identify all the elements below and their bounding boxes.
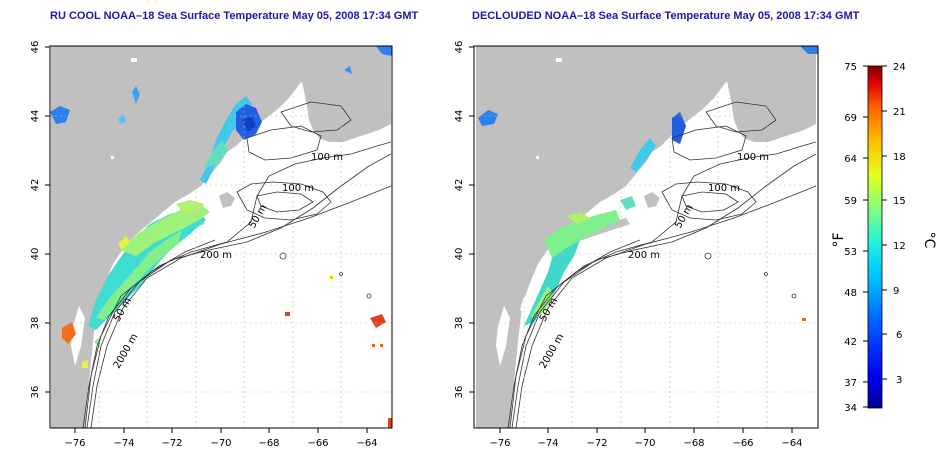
x-tick-label: −72 — [586, 438, 607, 449]
colorbar-c-tick: 21 — [893, 107, 906, 118]
map-panel-raw: 100 m 100 m 50 m 200 m 50 m 2000 m −76 −… — [30, 41, 393, 449]
x-tick-label: −74 — [113, 438, 134, 449]
x-tick-label: −72 — [161, 438, 182, 449]
y-tick-label: 40 — [454, 248, 465, 261]
colorbar-gradient — [867, 65, 883, 409]
colorbar-f-tick: 37 — [844, 378, 857, 389]
graticule-declouded — [474, 46, 818, 428]
panel-title-raw: RU COOL NOAA–18 Sea Surface Temperature … — [50, 10, 419, 22]
y-tick-label: 42 — [30, 179, 41, 192]
y-tick-label: 36 — [30, 386, 41, 399]
colorbar-c-tick: 18 — [893, 152, 906, 163]
y-tick-label: 44 — [30, 110, 41, 123]
y-tick-label: 38 — [30, 317, 41, 330]
colorbar-c-tick: 24 — [893, 62, 906, 73]
panel-title-declouded: DECLOUDED NOAA–18 Sea Surface Temperatur… — [472, 10, 860, 22]
colorbar-f-tick: 59 — [844, 196, 857, 207]
colorbar-f-tick: 42 — [844, 337, 857, 348]
y-tick-label: 38 — [454, 317, 465, 330]
colorbar-f-tick: 53 — [844, 247, 857, 258]
colorbar-c-tick: 9 — [893, 286, 899, 297]
contour-label: 100 m — [737, 152, 769, 163]
map-panel-declouded: 100 m 100 m 50 m 200 m 50 m 2000 m −76 −… — [454, 41, 819, 449]
graticule-raw — [50, 46, 392, 428]
x-tick-label: −64 — [356, 438, 377, 449]
y-tick-label: 42 — [454, 179, 465, 192]
colorbar-fahrenheit-label: °F — [831, 232, 847, 247]
x-tick-label: −76 — [489, 438, 510, 449]
plot-frame-declouded — [473, 45, 819, 429]
y-tick-label: 36 — [454, 386, 465, 399]
contour-label: 200 m — [200, 250, 232, 261]
colorbar-f-tick: 34 — [844, 403, 857, 414]
x-tick-label: −68 — [683, 438, 704, 449]
y-tick-label: 44 — [454, 110, 465, 123]
colorbar-c-tick: 12 — [893, 241, 906, 252]
colorbar-f-tick: 64 — [844, 154, 857, 165]
colorbar-f-tick: 48 — [844, 288, 857, 299]
x-tick-label: −76 — [64, 438, 85, 449]
colorbar-c-tick: 6 — [896, 330, 902, 341]
colorbar-f-tick: 75 — [844, 62, 857, 73]
colorbar: 75 69 64 59 53 48 42 37 34 24 21 18 15 1… — [831, 62, 937, 414]
x-tick-label: −70 — [210, 438, 231, 449]
contour-label: 100 m — [282, 183, 314, 194]
y-tick-label: 40 — [30, 248, 41, 261]
colorbar-f-tick: 69 — [844, 113, 857, 124]
y-tick-label: 46 — [454, 41, 465, 54]
x-tick-label: −68 — [258, 438, 279, 449]
x-tick-label: −64 — [781, 438, 802, 449]
x-tick-label: −66 — [307, 438, 328, 449]
x-tick-label: −74 — [537, 438, 558, 449]
contour-label: 100 m — [311, 152, 343, 163]
y-tick-label: 46 — [30, 41, 41, 54]
contour-label: 200 m — [628, 250, 660, 261]
colorbar-celsius-label: °C — [921, 232, 937, 249]
x-tick-label: −66 — [732, 438, 753, 449]
sst-patches-declouded — [478, 46, 818, 326]
x-tick-label: −70 — [634, 438, 655, 449]
contour-label: 100 m — [708, 183, 740, 194]
colorbar-c-tick: 3 — [896, 375, 902, 386]
colorbar-c-tick: 15 — [893, 196, 906, 207]
sst-patches-raw — [50, 46, 392, 428]
